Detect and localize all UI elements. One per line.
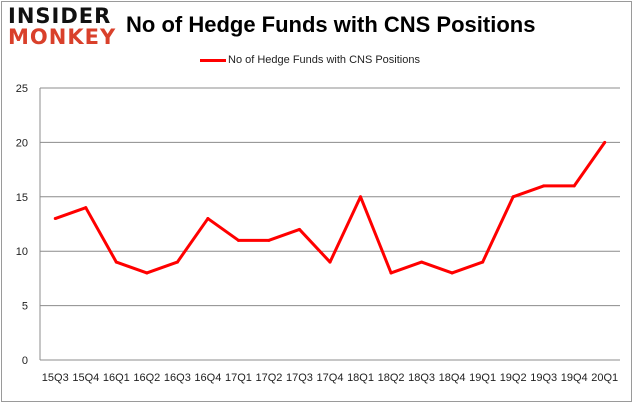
y-tick-label: 20 — [16, 137, 28, 149]
data-point — [389, 271, 393, 275]
data-point — [114, 260, 118, 264]
y-tick-label: 5 — [22, 301, 28, 313]
data-point — [511, 195, 515, 199]
x-tick-label: 18Q3 — [408, 372, 435, 384]
x-tick-label: 18Q1 — [347, 372, 374, 384]
x-tick-label: 18Q4 — [439, 372, 466, 384]
logo-line1: INSIDER — [8, 4, 112, 28]
data-point — [297, 227, 301, 231]
x-tick-label: 20Q1 — [591, 372, 618, 384]
x-tick-label: 17Q4 — [317, 372, 344, 384]
x-tick-label: 19Q2 — [500, 372, 527, 384]
data-point — [450, 271, 454, 275]
data-point — [175, 260, 179, 264]
x-tick-label: 16Q1 — [103, 372, 130, 384]
data-point — [572, 184, 576, 188]
x-tick-label: 17Q2 — [255, 372, 282, 384]
data-point — [481, 260, 485, 264]
x-tick-label: 18Q2 — [378, 372, 405, 384]
x-tick-label: 15Q3 — [42, 372, 69, 384]
data-point — [236, 238, 240, 242]
chart-title: No of Hedge Funds with CNS Positions — [126, 12, 536, 37]
insider-monkey-logo: INSIDER MONKEY — [8, 6, 116, 48]
x-tick-label: 16Q3 — [164, 372, 191, 384]
legend-label: No of Hedge Funds with CNS Positions — [228, 54, 420, 66]
x-tick-label: 17Q1 — [225, 372, 252, 384]
logo-line2: MONKEY — [8, 25, 117, 49]
x-tick-label: 19Q1 — [469, 372, 496, 384]
data-point — [267, 238, 271, 242]
x-tick-label: 16Q4 — [194, 372, 221, 384]
y-tick-label: 15 — [16, 192, 28, 204]
y-tick-label: 10 — [16, 246, 28, 258]
data-point — [53, 217, 57, 221]
y-tick-label: 0 — [22, 355, 28, 367]
data-point — [603, 140, 607, 144]
data-point — [420, 260, 424, 264]
x-tick-label: 16Q2 — [133, 372, 160, 384]
y-tick-label: 25 — [16, 83, 28, 95]
data-point — [84, 206, 88, 210]
data-point — [359, 195, 363, 199]
data-point — [206, 217, 210, 221]
data-point — [328, 260, 332, 264]
data-point — [542, 184, 546, 188]
legend: No of Hedge Funds with CNS Positions — [200, 54, 420, 66]
series-line — [54, 141, 606, 275]
data-point — [145, 271, 149, 275]
x-tick-label: 15Q4 — [72, 372, 99, 384]
x-tick-label: 19Q4 — [561, 372, 588, 384]
x-tick-label: 17Q3 — [286, 372, 313, 384]
x-tick-label: 19Q3 — [530, 372, 557, 384]
legend-swatch — [200, 58, 226, 62]
